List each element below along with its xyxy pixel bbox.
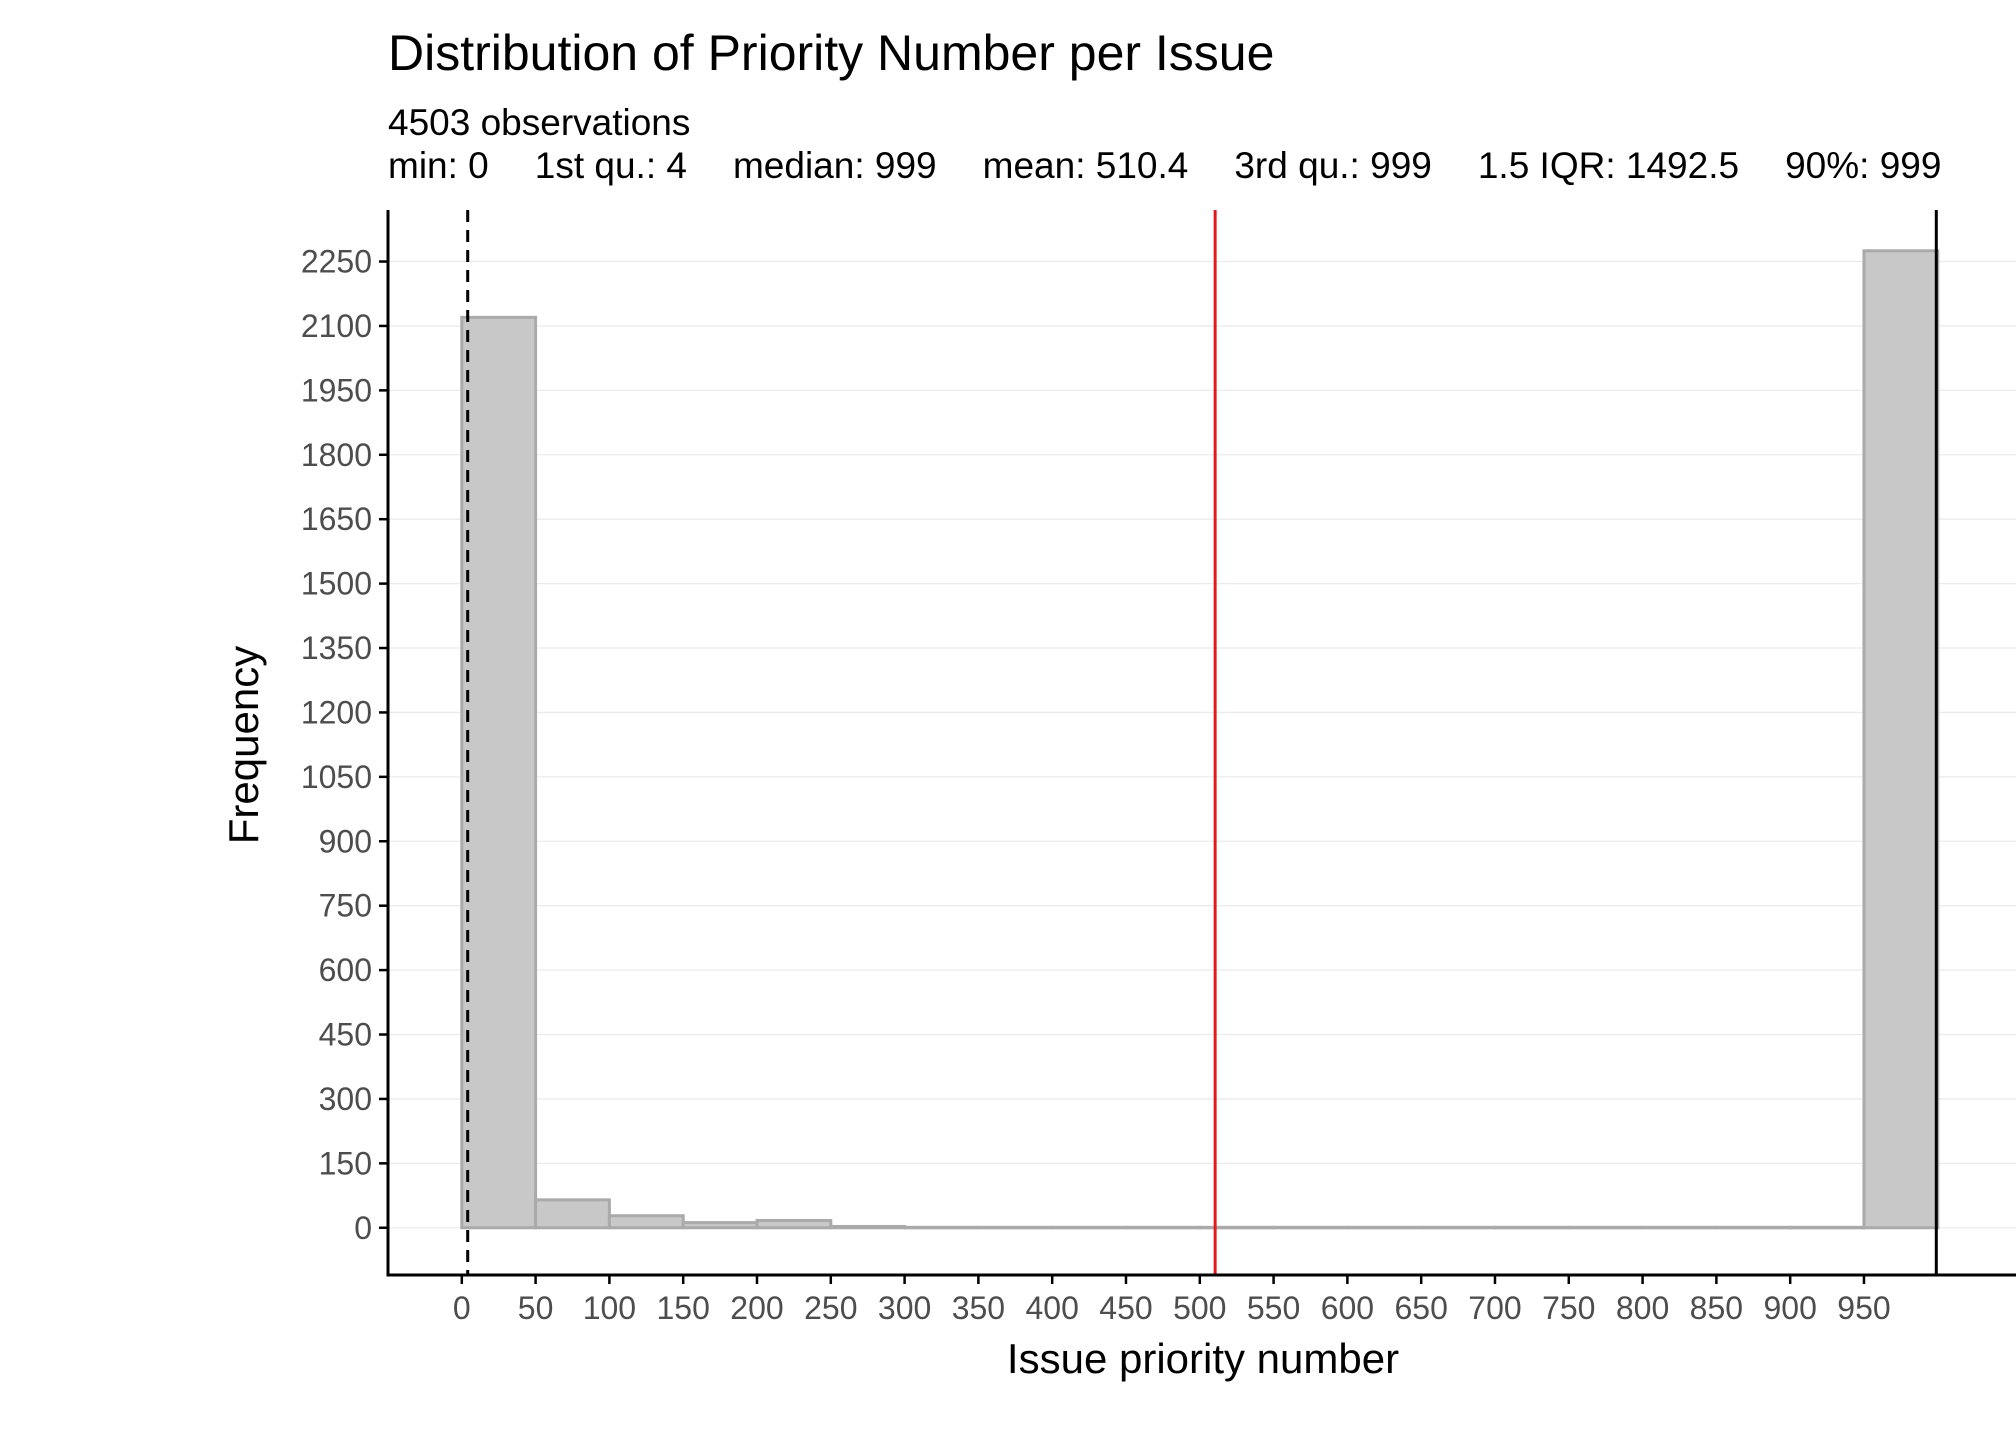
x-tick-label-750: 750 — [1542, 1290, 1595, 1326]
summary-stats-line: min: 0 1st qu.: 4 median: 999 mean: 510.4 3r… — [388, 145, 1941, 186]
y-axis-ticks: 0 150 300 450 600 750 900 1050 1200 1350 1500 1650 1… — [301, 244, 388, 1246]
y-tick-label-1800: 1800 — [301, 437, 372, 473]
y-tick-label-150: 150 — [319, 1145, 372, 1181]
x-tick-label-450: 450 — [1099, 1290, 1152, 1326]
x-tick-label-900: 900 — [1763, 1290, 1816, 1326]
y-tick-label-1650: 1650 — [301, 501, 372, 537]
histogram-bar-100-150 — [607, 1214, 685, 1230]
histogram-bar-200-250 — [755, 1218, 833, 1230]
x-tick-label-150: 150 — [656, 1290, 709, 1326]
x-tick-label-800: 800 — [1616, 1290, 1669, 1326]
y-tick-label-300: 300 — [319, 1081, 372, 1117]
x-tick-label-650: 650 — [1394, 1290, 1447, 1326]
histogram-bars — [460, 249, 1940, 1230]
x-tick-label-500: 500 — [1173, 1290, 1226, 1326]
summary-stat-2: median: 999 — [733, 145, 937, 186]
y-tick-label-0: 0 — [354, 1210, 372, 1246]
reference-lines — [466, 210, 1938, 1275]
histogram-bar-600-650 — [1345, 1225, 1423, 1230]
chart-subtitle-observations: 4503 observations — [388, 102, 690, 143]
histogram-bar-50-100 — [534, 1198, 611, 1230]
x-tick-label-600: 600 — [1321, 1290, 1374, 1326]
histogram-bar-800-850 — [1641, 1225, 1718, 1230]
summary-stat-5: 1.5 IQR: 1492.5 — [1478, 145, 1739, 186]
y-tick-label-1200: 1200 — [301, 694, 372, 730]
histogram-bar-450-500 — [1124, 1225, 1202, 1230]
histogram-bar-750-800 — [1567, 1225, 1645, 1230]
summary-stat-3: mean: 510.4 — [983, 145, 1189, 186]
chart-title: Distribution of Priority Number per Issu… — [388, 25, 1274, 81]
y-tick-label-1500: 1500 — [301, 566, 372, 602]
y-axis-title: Frequency — [220, 646, 267, 844]
x-tick-label-400: 400 — [1025, 1290, 1078, 1326]
x-tick-label-700: 700 — [1468, 1290, 1521, 1326]
histogram-bar-400-450 — [1050, 1225, 1128, 1230]
axes — [386, 210, 2016, 1277]
y-tick-label-750: 750 — [319, 888, 372, 924]
x-tick-label-250: 250 — [804, 1290, 857, 1326]
histogram-bar-300-350 — [903, 1225, 980, 1230]
y-tick-label-2100: 2100 — [301, 308, 372, 344]
histogram-bar-250-300 — [829, 1224, 907, 1230]
y-tick-label-600: 600 — [319, 952, 372, 988]
x-tick-label-350: 350 — [952, 1290, 1005, 1326]
histogram-bar-500-550 — [1198, 1225, 1276, 1230]
x-tick-label-0: 0 — [453, 1290, 471, 1326]
x-tick-label-200: 200 — [730, 1290, 783, 1326]
grid-lines — [388, 260, 2016, 1229]
summary-stat-0: min: 0 — [388, 145, 489, 186]
histogram-bar-550-600 — [1272, 1225, 1349, 1230]
histogram-bar-150-200 — [681, 1221, 759, 1230]
x-tick-label-50: 50 — [518, 1290, 554, 1326]
x-tick-label-300: 300 — [878, 1290, 931, 1326]
x-tick-label-550: 550 — [1247, 1290, 1300, 1326]
x-tick-label-850: 850 — [1690, 1290, 1743, 1326]
y-tick-label-1050: 1050 — [301, 759, 372, 795]
x-axis-ticks: 0 50 100 150 200 250 300 350 400 450 500 550 600 650 7… — [453, 1275, 1891, 1326]
histogram-bar-900-950 — [1788, 1225, 1866, 1230]
y-tick-label-2250: 2250 — [301, 244, 372, 280]
y-tick-label-1950: 1950 — [301, 372, 372, 408]
histogram-bar-350-400 — [976, 1225, 1054, 1230]
histogram-bar-850-900 — [1714, 1225, 1792, 1230]
summary-stat-4: 3rd qu.: 999 — [1234, 145, 1431, 186]
histogram-bar-950-1000 — [1862, 249, 1940, 1230]
y-tick-label-450: 450 — [319, 1017, 372, 1053]
histogram-bar-0-50 — [460, 315, 538, 1230]
x-tick-label-950: 950 — [1837, 1290, 1890, 1326]
y-tick-label-1350: 1350 — [301, 630, 372, 666]
summary-stat-6: 90%: 999 — [1785, 145, 1941, 186]
summary-stat-1: 1st qu.: 4 — [535, 145, 687, 186]
histogram-bar-650-700 — [1419, 1225, 1497, 1230]
y-tick-label-900: 900 — [319, 823, 372, 859]
x-tick-label-100: 100 — [583, 1290, 636, 1326]
histogram-bar-700-750 — [1493, 1225, 1571, 1230]
x-axis-title: Issue priority number — [1007, 1335, 1399, 1382]
